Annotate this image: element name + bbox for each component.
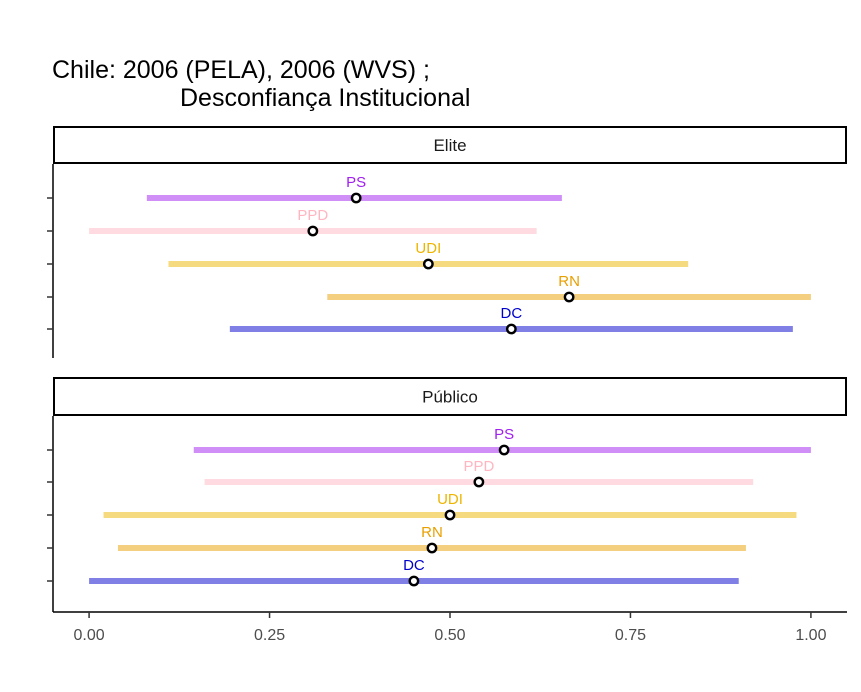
panel-strip-label: Público — [422, 388, 478, 407]
party-label-udi: UDI — [437, 491, 463, 508]
panel-1: Elite PS PPD UDI RN DC — [47, 126, 847, 358]
point-dc — [408, 575, 420, 587]
party-label-rn: RN — [558, 273, 580, 290]
chart-title-line1: Chile: 2006 (PELA), 2006 (WVS) ; — [52, 56, 430, 84]
panel-strip — [53, 126, 847, 164]
party-label-dc: DC — [403, 557, 425, 574]
x-tick-label: 0.00 — [74, 627, 105, 644]
point-udi — [444, 509, 456, 521]
point-udi — [422, 258, 434, 270]
point-dc — [505, 323, 517, 335]
party-label-ps: PS — [494, 426, 514, 443]
party-label-ps: PS — [346, 174, 366, 191]
x-tick-label: 0.75 — [615, 627, 646, 644]
party-label-ppd: PPD — [463, 458, 494, 475]
point-ps — [498, 444, 510, 456]
point-ppd — [473, 476, 485, 488]
x-axis: 0.00 0.25 0.50 0.75 1.00 — [74, 612, 827, 644]
party-label-udi: UDI — [415, 240, 441, 257]
x-tick-label: 0.25 — [254, 627, 285, 644]
panel-strip-label: Elite — [433, 136, 466, 155]
party-label-dc: DC — [501, 305, 523, 322]
point-ps — [350, 192, 362, 204]
point-rn — [563, 291, 575, 303]
party-label-ppd: PPD — [297, 207, 328, 224]
x-tick-label: 0.50 — [434, 627, 465, 644]
party-label-rn: RN — [421, 524, 443, 541]
point-rn — [426, 542, 438, 554]
point-ppd — [307, 225, 319, 237]
chart-title-line2: Desconfiança Institucional — [180, 84, 470, 112]
x-tick-label: 1.00 — [795, 627, 826, 644]
panel-strip — [53, 377, 847, 416]
